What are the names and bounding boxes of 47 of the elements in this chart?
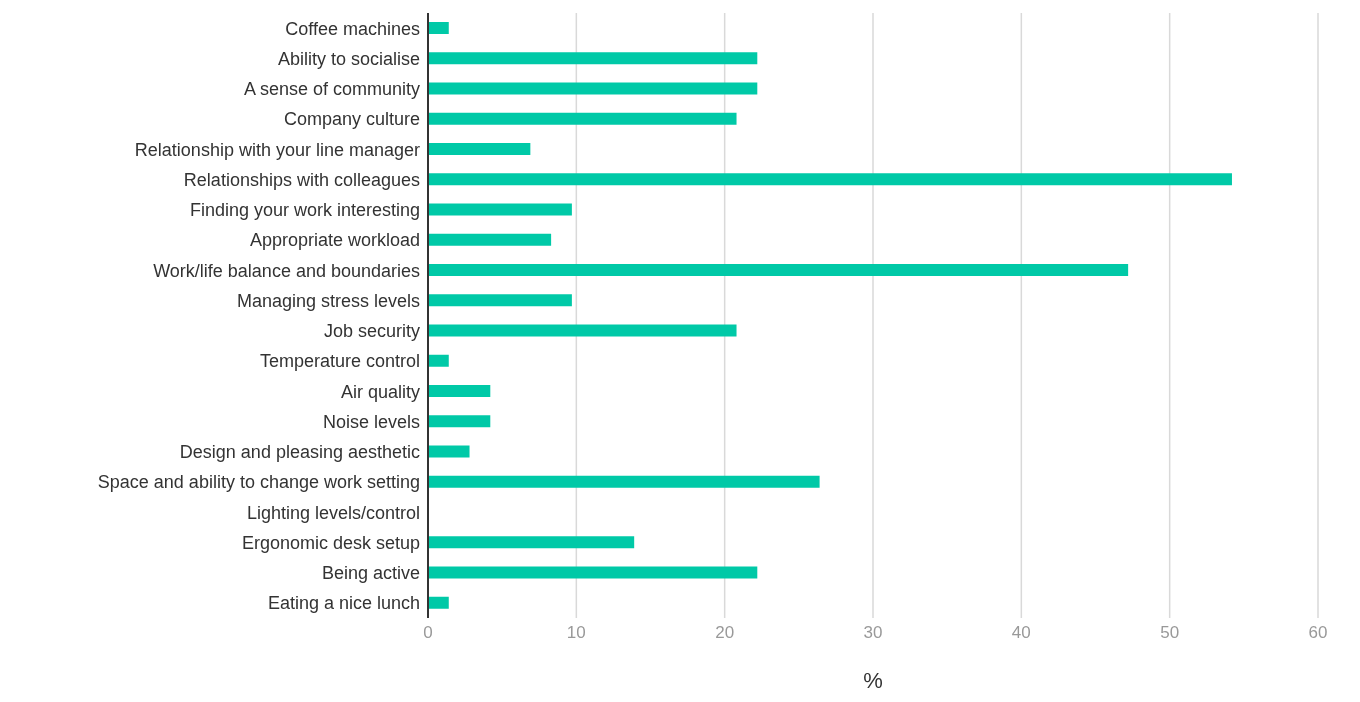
y-tick-label: Relationships with colleagues [183, 169, 420, 190]
bar [428, 385, 491, 397]
y-tick-label: A sense of community [243, 79, 420, 100]
bar [428, 22, 449, 34]
bar [428, 294, 572, 307]
y-tick-label: Ability to socialise [277, 48, 420, 69]
bar [428, 82, 758, 95]
bar [428, 415, 491, 428]
y-tick-label: Ergonomic desk setup [241, 532, 420, 553]
bar [428, 324, 737, 337]
bar [428, 566, 758, 579]
bar [428, 264, 1129, 276]
bar [428, 596, 449, 609]
y-tick-label: Noise levels [322, 411, 420, 432]
y-tick-label: Appropriate workload [249, 230, 420, 251]
y-tick-label: Temperature control [259, 351, 420, 372]
y-tick-label: Lighting levels/control [246, 502, 420, 523]
y-tick-label: Coffee machines [285, 18, 420, 39]
y-tick-label: Company culture [283, 109, 420, 130]
y-tick-label: Job security [323, 321, 420, 342]
x-tick-label: 50 [1160, 623, 1180, 643]
x-axis-title: % [863, 668, 883, 693]
bar [428, 112, 737, 125]
bar [428, 203, 572, 216]
y-tick-label: Eating a nice lunch [267, 593, 420, 614]
bar [428, 173, 1232, 186]
bar [428, 445, 470, 458]
y-tick-label: Space and ability to change work setting [97, 472, 420, 493]
bar [428, 475, 820, 488]
y-tick-label: Finding your work interesting [189, 200, 420, 221]
bar [428, 52, 758, 65]
y-tick-label: Relationship with your line manager [134, 139, 420, 160]
x-tick-label: 0 [423, 623, 433, 643]
bar [428, 354, 449, 367]
y-tick-label: Air quality [340, 381, 420, 402]
bar [428, 143, 531, 155]
x-tick-label: 60 [1308, 623, 1328, 643]
bar [428, 536, 635, 549]
x-tick-label: 40 [1011, 623, 1031, 643]
bar [428, 233, 552, 246]
y-tick-label: Work/life balance and boundaries [153, 260, 420, 281]
x-tick-label: 10 [566, 623, 586, 643]
y-tick-label: Design and pleasing aesthetic [179, 442, 420, 463]
y-tick-label: Managing stress levels [236, 290, 420, 311]
x-tick-label: 20 [715, 623, 735, 643]
y-tick-label: Being active [321, 563, 420, 584]
x-tick-label: 30 [863, 623, 883, 643]
